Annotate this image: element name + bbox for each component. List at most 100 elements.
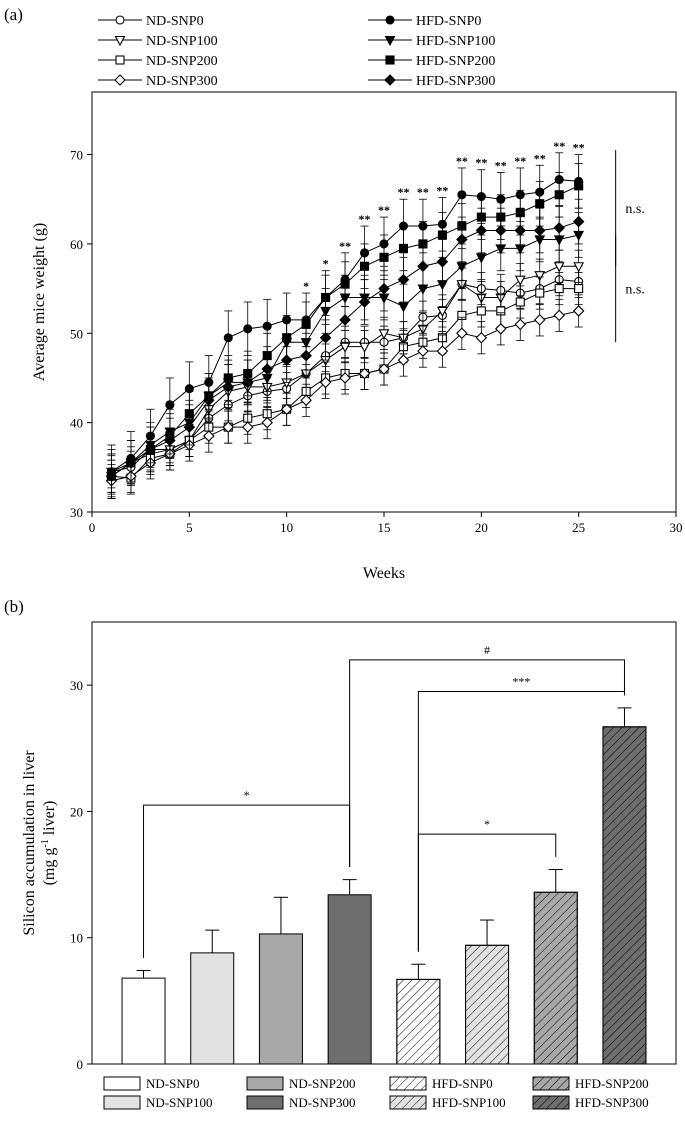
data-point <box>553 309 565 322</box>
legend-swatch-b <box>246 1076 284 1091</box>
x-tick-label-a: 10 <box>280 520 293 535</box>
significance-marker-a: ** <box>378 203 390 217</box>
bar-nd-snp0 <box>121 977 166 1065</box>
data-point <box>457 190 467 200</box>
y-tick-label-a: 30 <box>70 505 83 520</box>
y-axis-title-b-line2-end: liver) <box>41 801 58 840</box>
bar-hatch-hfd-snp0 <box>396 978 441 1065</box>
data-point <box>495 224 507 237</box>
bar-nd-snp300 <box>327 894 372 1065</box>
data-point <box>105 470 118 483</box>
y-tick-label-b: 10 <box>70 931 83 946</box>
data-point <box>359 342 370 353</box>
significance-marker-a: * <box>303 279 309 293</box>
data-point <box>203 394 215 407</box>
legend-label-a: ND-SNP100 <box>146 34 218 49</box>
data-point <box>398 243 409 253</box>
significance-marker-a: ** <box>553 139 565 153</box>
data-point <box>125 457 137 469</box>
legend-marker-a <box>385 15 395 25</box>
data-point <box>321 292 331 303</box>
data-point <box>475 224 488 237</box>
legend-marker-a <box>115 15 125 25</box>
data-point <box>241 376 254 389</box>
data-point <box>261 416 273 429</box>
data-point <box>183 421 196 433</box>
legend-label-b: HFD-SNP300 <box>575 1095 649 1110</box>
y-axis-title-a: Average mice weight (g) <box>31 223 48 381</box>
legend-label-b: HFD-SNP200 <box>575 1076 649 1091</box>
significance-marker-a: ** <box>359 212 371 226</box>
x-tick-label-a: 20 <box>475 520 488 535</box>
y-tick-label-a: 40 <box>70 416 83 431</box>
significance-marker-a: ** <box>339 239 351 253</box>
data-point <box>397 354 410 366</box>
bar-hatch-hfd-snp300 <box>602 726 647 1065</box>
y-axis-title-b: Silicon accumulation in liver (mg g-1 liv… <box>21 750 58 936</box>
data-point <box>456 262 468 273</box>
data-point <box>535 199 545 209</box>
significance-marker-a: * <box>323 257 329 271</box>
series-hfd-snp300 <box>105 198 585 499</box>
legend-label-a: ND-SNP200 <box>146 54 218 69</box>
y-tick-label-a: 70 <box>70 148 83 163</box>
panel-label-b: (b) <box>4 597 24 616</box>
bar-nd-snp100 <box>190 952 235 1065</box>
legend-label-b: ND-SNP300 <box>289 1095 355 1110</box>
data-point <box>398 302 409 313</box>
data-point <box>515 297 525 307</box>
data-point <box>476 306 486 316</box>
y-axis-title-b-sup: -1 <box>40 839 51 847</box>
significance-marker-a: ** <box>456 154 468 168</box>
data-point <box>280 403 293 416</box>
data-point <box>456 233 468 246</box>
significance-marker-a: ** <box>436 183 448 197</box>
data-point <box>319 331 332 344</box>
data-point <box>417 345 429 357</box>
comparison-label: # <box>484 643 490 657</box>
data-point <box>165 400 175 410</box>
data-point <box>417 260 429 273</box>
data-point <box>495 323 507 335</box>
legend-label-b: HFD-SNP0 <box>432 1076 493 1091</box>
legend-label-b: ND-SNP200 <box>289 1076 355 1091</box>
data-point <box>574 181 584 191</box>
legend-swatch-b <box>103 1076 141 1091</box>
y-axis-title-b-line2: (mg g <box>41 848 58 886</box>
y-tick-label-b: 20 <box>70 804 83 819</box>
panel-a-line-chart: (a) 0 5 10 15 20 25 30 30 40 50 60 70 Weeks Average mi… <box>4 5 683 582</box>
ns-label-a: n.s. <box>625 283 644 298</box>
y-tick-label-b: 0 <box>77 1057 84 1072</box>
x-axis-title-a: Weeks <box>363 565 405 582</box>
plot-frame-b <box>91 621 677 1065</box>
significance-marker-a: ** <box>397 185 409 199</box>
data-point <box>319 376 332 389</box>
legend-label-a: ND-SNP0 <box>146 14 204 29</box>
data-point <box>358 296 371 308</box>
data-point <box>203 430 215 442</box>
data-point <box>379 252 389 262</box>
legend-marker-a <box>115 55 125 65</box>
bar-nd-snp200 <box>258 933 303 1065</box>
comparison-bracket <box>143 804 351 958</box>
x-tick-label-a: 15 <box>378 520 391 535</box>
legend-label-a: HFD-SNP200 <box>416 54 495 69</box>
data-point <box>533 224 546 237</box>
data-point <box>436 345 449 357</box>
data-point <box>514 318 527 331</box>
y-axis-title-b-line1: Silicon accumulation in liver <box>21 750 38 936</box>
comparison-label: * <box>244 788 250 802</box>
significance-marker-a: ** <box>573 141 585 155</box>
legend-label-b: HFD-SNP100 <box>432 1095 506 1110</box>
data-point <box>514 275 526 286</box>
significance-marker-a: ** <box>475 156 487 170</box>
data-point <box>397 273 410 286</box>
legend-marker-a <box>385 55 395 65</box>
legend-label-b: ND-SNP0 <box>146 1076 199 1091</box>
data-point <box>358 367 371 380</box>
significance-marker-a: ** <box>495 158 507 172</box>
data-point <box>553 222 565 234</box>
data-point <box>436 256 449 268</box>
legend-swatch-hatch-b <box>532 1095 570 1110</box>
